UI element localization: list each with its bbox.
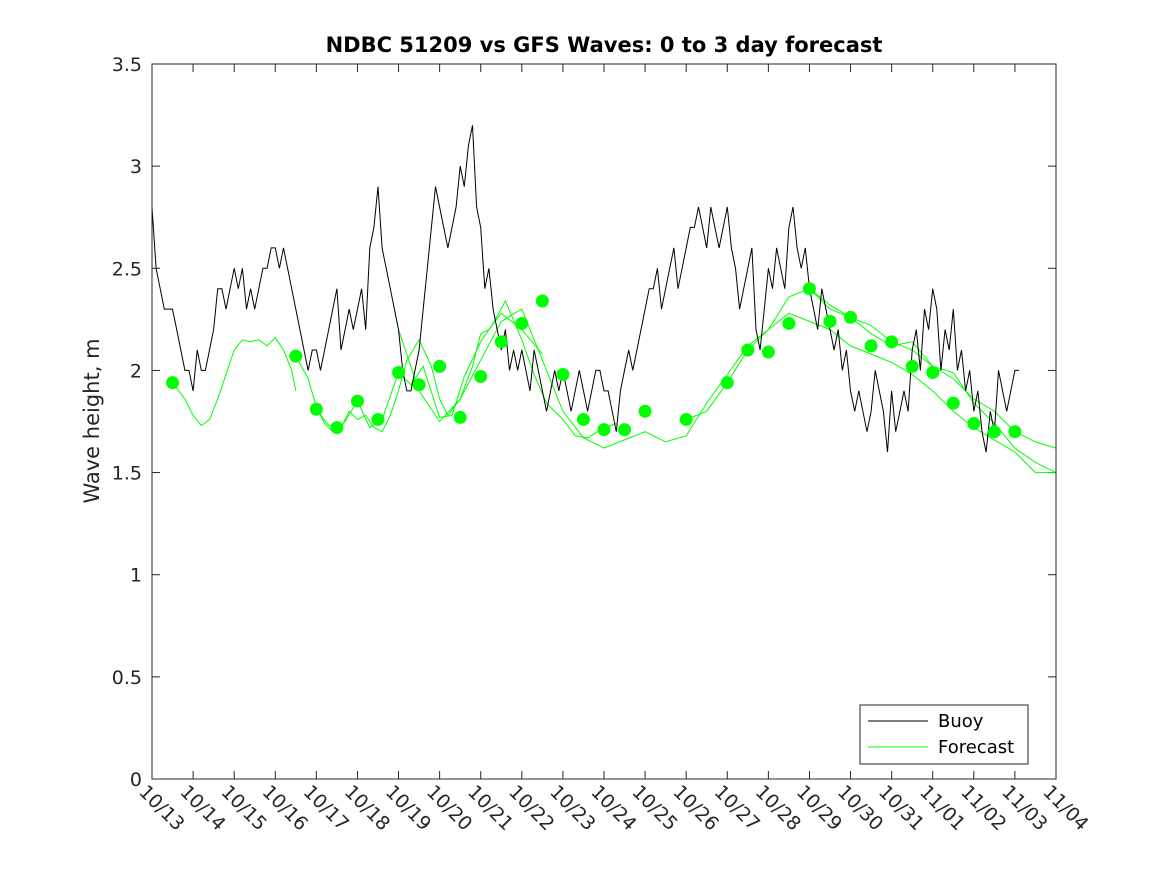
y-tick-label-5: 2.5 <box>112 258 142 280</box>
plot-frame <box>151 63 1057 780</box>
y-tick-label-6: 3 <box>130 156 142 178</box>
forecast-marker-28 <box>885 335 899 349</box>
forecast-marker-33 <box>987 425 1001 439</box>
forecast-marker-8 <box>433 359 447 373</box>
forecast-marker-17 <box>618 423 632 437</box>
legend-forecast-label: Forecast <box>938 737 1014 758</box>
forecast-marker-34 <box>1008 425 1022 439</box>
forecast-marker-11 <box>494 335 508 349</box>
series-group <box>151 125 1057 474</box>
y-tick-label-2: 1 <box>130 565 142 587</box>
forecast-marker-29 <box>905 359 919 373</box>
forecast-marker-5 <box>371 412 385 426</box>
forecast-marker-3 <box>330 421 344 435</box>
forecast-marker-1 <box>289 349 303 363</box>
y-tick-label-0: 0 <box>130 769 142 791</box>
y-tick-label-3: 1.5 <box>112 463 142 485</box>
forecast-marker-21 <box>741 343 755 357</box>
forecast-marker-9 <box>453 410 467 424</box>
legend-buoy-label: Buoy <box>938 711 984 732</box>
forecast-marker-10 <box>474 370 488 384</box>
forecast-marker-25 <box>823 314 837 328</box>
y-axis-label: Wave height, m <box>80 338 104 503</box>
forecast-marker-14 <box>556 368 570 382</box>
forecast-marker-26 <box>844 310 858 324</box>
y-tick-label-7: 3.5 <box>112 54 142 76</box>
forecast-marker-22 <box>761 345 775 359</box>
forecast-marker-16 <box>597 423 611 437</box>
forecast-marker-13 <box>535 294 549 308</box>
forecast-marker-12 <box>515 316 529 330</box>
forecast-marker-30 <box>926 365 940 379</box>
forecast-marker-24 <box>802 282 816 296</box>
forecast-marker-19 <box>679 412 693 426</box>
y-tick-label-4: 2 <box>130 360 142 382</box>
axis-ticks <box>151 63 1057 780</box>
forecast-run-line-0 <box>172 336 297 427</box>
forecast-marker-31 <box>946 396 960 410</box>
forecast-marker-23 <box>782 316 796 330</box>
plot-area <box>152 64 1056 779</box>
legend: Buoy Forecast <box>859 704 1029 765</box>
forecast-marker-18 <box>638 404 652 418</box>
forecast-marker-6 <box>392 365 406 379</box>
y-tick-labels: 0 0.5 1 1.5 2 2.5 3 3.5 <box>112 54 142 791</box>
forecast-marker-0 <box>166 376 180 390</box>
y-tick-label-1: 0.5 <box>112 667 142 689</box>
forecast-marker-2 <box>309 402 323 416</box>
forecast-run-line-2 <box>315 299 617 439</box>
forecast-marker-27 <box>864 339 878 353</box>
forecast-run-line-3 <box>398 308 1056 474</box>
forecast-marker-20 <box>720 376 734 390</box>
forecast-marker-7 <box>412 378 426 392</box>
chart-title: NDBC 51209 vs GFS Waves: 0 to 3 day fore… <box>326 33 883 57</box>
legend-box <box>859 704 1029 765</box>
forecast-marker-4 <box>350 394 364 408</box>
forecast-marker-32 <box>967 417 981 431</box>
buoy-line <box>151 125 1019 453</box>
forecast-marker-15 <box>576 412 590 426</box>
